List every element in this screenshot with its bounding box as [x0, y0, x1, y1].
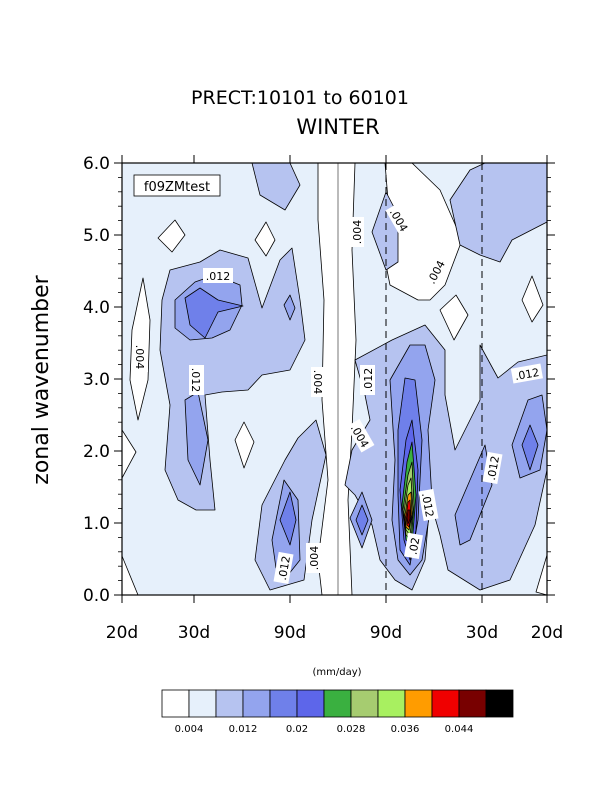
- colorbar-tick-label: 0.012: [229, 724, 258, 735]
- colorbar-swatch: [485, 689, 514, 718]
- x-tick-label: 30d: [178, 623, 210, 643]
- contour-label: .012: [203, 268, 233, 283]
- y-tick-label: 2.0: [83, 442, 110, 462]
- x-tick-label: 20d: [106, 623, 138, 643]
- y-tick-label: 4.0: [83, 298, 110, 318]
- colorbar-swatch: [242, 689, 271, 718]
- svg-text:.012: .012: [419, 492, 436, 518]
- colorbar-swatch: [431, 689, 460, 718]
- contour-label: .012: [418, 488, 439, 521]
- inset-label: f09ZMtest: [144, 180, 210, 195]
- chart-title: PRECT:10101 to 60101: [191, 87, 409, 109]
- x-tick-label: 20d: [531, 623, 563, 643]
- y-tick-label: 6.0: [83, 154, 110, 174]
- colorbar-swatch: [458, 689, 487, 718]
- colorbar-tick-label: 0.004: [175, 724, 204, 735]
- contour-label: .012: [189, 365, 204, 395]
- low-zone-right-b: [521, 275, 544, 323]
- contour-label: .02: [404, 532, 423, 560]
- contour-label: .004: [133, 342, 148, 372]
- contour-label: .012: [360, 365, 375, 395]
- x-tick-label: 90d: [370, 623, 402, 643]
- low-zone-left-edge: [122, 429, 137, 479]
- colorbar-swatch: [323, 689, 352, 718]
- chart-subtitle: WINTER: [296, 115, 379, 139]
- colorbar-swatch: [215, 689, 244, 718]
- level-012-upper-left: [251, 163, 301, 211]
- low-zone-mid-top: [254, 221, 276, 257]
- contour-label: .012: [510, 363, 543, 384]
- svg-text:.012: .012: [206, 270, 231, 283]
- svg-text:.004: .004: [351, 220, 364, 245]
- colorbar-swatch: [269, 689, 298, 718]
- svg-text:.004: .004: [311, 370, 324, 395]
- colorbar-tick-label: 0.02: [286, 724, 308, 735]
- y-axis-label: zonal wavenumber: [29, 274, 54, 484]
- contour-label: .004: [311, 367, 326, 397]
- svg-text:.004: .004: [133, 345, 146, 370]
- colorbar-tick-label: 0.028: [337, 724, 366, 735]
- axes: 0.0 1.0 2.0 3.0 4.0 5.0 6.0 20d 30d 90d 90d 30d 20d: [83, 154, 563, 643]
- core-048: [406, 509, 411, 525]
- colorbar-swatch: [404, 689, 433, 718]
- x-tick-label: 90d: [274, 623, 306, 643]
- level-020-mid: [279, 491, 297, 546]
- svg-text:.012: .012: [362, 368, 375, 393]
- level-012-upper-right: [449, 163, 547, 263]
- contour-label: .012: [273, 551, 294, 584]
- y-tick-label: 1.0: [83, 514, 110, 534]
- svg-text:.012: .012: [189, 368, 202, 393]
- level-016-mid-small: [283, 294, 296, 321]
- svg-text:.012: .012: [276, 555, 293, 581]
- colorbar-tick-label: 0.044: [445, 724, 474, 735]
- level-020-far-right: [521, 424, 539, 471]
- svg-text:.004: .004: [308, 546, 321, 571]
- contour-field: [122, 163, 547, 595]
- x-tick-label: 30d: [466, 623, 498, 643]
- colorbar-swatch: [377, 689, 406, 718]
- level-020-center: [355, 504, 369, 536]
- svg-text:.02: .02: [407, 536, 423, 555]
- contour-label: .012: [482, 451, 503, 484]
- low-zone-right-a: [439, 294, 469, 341]
- contour-label: .004: [306, 543, 321, 573]
- y-tick-label: 0.0: [83, 586, 110, 606]
- low-zone-right-bottom: [535, 554, 547, 595]
- colorbar-swatch: [350, 689, 379, 718]
- low-zone-mid: [234, 421, 255, 469]
- low-zone-left-bottom: [122, 555, 139, 595]
- level-020-left: [184, 287, 244, 339]
- contour-label: .004: [349, 217, 364, 247]
- colorbar-tick-label: 0.036: [391, 724, 420, 735]
- svg-text:.012: .012: [514, 366, 540, 383]
- colorbar-swatch: [296, 689, 325, 718]
- colorbar-units: (mm/day): [312, 667, 361, 678]
- colorbar: 0.004 0.012 0.02 0.028 0.036 0.044: [161, 689, 514, 735]
- svg-text:.012: .012: [485, 455, 502, 481]
- inset-label-box: [133, 174, 221, 197]
- colorbar-swatch: [161, 689, 190, 718]
- low-zone-left-top: [157, 219, 186, 253]
- y-tick-label: 3.0: [83, 370, 110, 390]
- colorbar-swatch: [188, 689, 217, 718]
- y-tick-label: 5.0: [83, 226, 110, 246]
- contour-labels: .012 .004 .012 .004 .004 .004 .004 .012 …: [133, 203, 543, 584]
- level-016-right: [454, 444, 493, 546]
